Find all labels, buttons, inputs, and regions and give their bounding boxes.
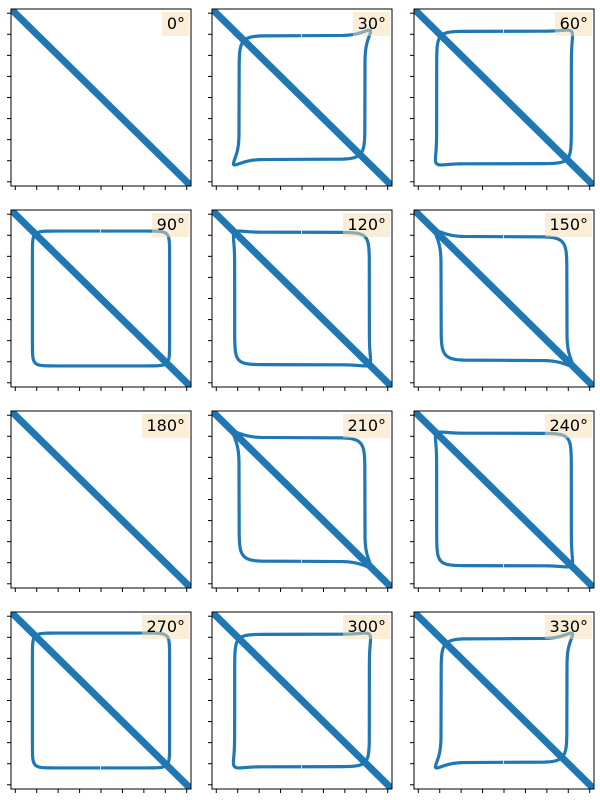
panel-label-box	[162, 12, 189, 36]
loop-series-line	[30, 430, 172, 569]
panel-6: 180°	[7, 410, 192, 592]
plot-area	[11, 9, 191, 186]
panel-label: 30°	[358, 14, 386, 33]
panel-label-box	[545, 414, 592, 438]
panel-label: 300°	[347, 617, 386, 636]
panel-label: 120°	[347, 215, 386, 234]
panel-3: 90°	[7, 209, 192, 391]
panel-label: 60°	[560, 14, 588, 33]
plot-area	[212, 411, 392, 588]
panel-label-box	[343, 615, 390, 639]
panel-0: 0°	[7, 8, 192, 190]
panel-label: 180°	[146, 416, 185, 435]
panel-1: 30°	[208, 8, 393, 190]
loop-series-line	[231, 631, 373, 770]
panel-label: 0°	[167, 14, 185, 33]
plot-area	[11, 411, 191, 588]
panel-label: 240°	[549, 416, 588, 435]
panel-label: 150°	[549, 215, 588, 234]
plot-area	[414, 210, 594, 387]
diagonal-series-noise	[11, 210, 191, 387]
diagonal-series-noise	[414, 9, 594, 186]
loop-series-line	[231, 430, 373, 569]
loop-series-line	[231, 229, 373, 368]
panel-10: 300°	[208, 611, 393, 793]
plot-area	[11, 612, 191, 789]
panel-label: 210°	[347, 416, 386, 435]
plot-area	[11, 210, 191, 387]
diagonal-series-noise	[414, 612, 594, 789]
plot-area	[414, 411, 594, 588]
loop-series-line	[30, 631, 172, 770]
panel-label-box	[142, 615, 189, 639]
panel-label-box	[142, 414, 189, 438]
diagonal-series-noise	[11, 9, 191, 186]
panel-4: 120°	[208, 209, 393, 391]
panel-7: 210°	[208, 410, 393, 592]
diagonal-series-noise	[212, 9, 392, 186]
panel-11: 330°	[410, 611, 595, 793]
panel-label-box	[152, 213, 189, 237]
loop-series-line	[433, 430, 575, 569]
panel-label-box	[545, 213, 592, 237]
diagonal-series-noise	[212, 612, 392, 789]
panel-label: 270°	[146, 617, 185, 636]
panel-label-box	[555, 12, 592, 36]
panel-label-box	[545, 615, 592, 639]
plot-area	[212, 210, 392, 387]
panel-label: 330°	[549, 617, 588, 636]
panel-label-box	[353, 12, 390, 36]
panel-5: 150°	[410, 209, 595, 391]
loop-series-line	[433, 229, 575, 368]
panel-8: 240°	[410, 410, 595, 592]
plot-area	[212, 612, 392, 789]
panel-label-box	[343, 213, 390, 237]
panel-label-box	[343, 414, 390, 438]
panel-label: 90°	[157, 215, 185, 234]
diagonal-series-noise	[11, 612, 191, 789]
panel-2: 60°	[410, 8, 595, 190]
panel-9: 270°	[7, 611, 192, 793]
